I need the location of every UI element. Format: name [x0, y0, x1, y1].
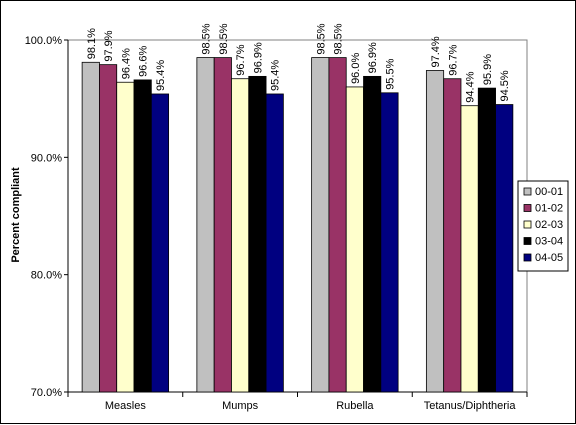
y-axis-label: Percent compliant — [10, 167, 22, 263]
bar — [150, 93, 170, 393]
legend-label: 01-02 — [535, 203, 563, 215]
data-label: 95.4% — [270, 60, 282, 91]
legend-swatch — [523, 253, 532, 262]
bar — [311, 57, 330, 393]
data-label: 96.9% — [367, 42, 379, 73]
data-label: 98.5% — [201, 23, 213, 54]
bar — [99, 64, 118, 393]
bar — [213, 57, 232, 393]
data-label: 98.5% — [315, 23, 327, 54]
data-label: 97.9% — [103, 30, 115, 61]
bar — [380, 92, 399, 393]
data-label: 96.9% — [252, 42, 264, 73]
x-tick-label: Rubella — [336, 400, 374, 412]
legend-swatch — [523, 187, 532, 196]
data-label: 98.1% — [86, 28, 98, 59]
y-tick-label: 90.0% — [31, 152, 62, 164]
data-label: 95.5% — [384, 58, 396, 89]
data-label: 95.4% — [155, 60, 167, 91]
bar — [133, 79, 152, 393]
legend-swatch — [523, 204, 532, 212]
legend-swatch — [523, 220, 532, 229]
legend-label: 03-04 — [535, 236, 563, 248]
data-label: 98.5% — [218, 23, 230, 54]
y-tick-label: 100.0% — [25, 35, 63, 47]
data-label: 96.4% — [120, 48, 132, 79]
bars — [81, 57, 514, 393]
bar — [248, 75, 267, 393]
x-tick-label: Mumps — [222, 400, 259, 412]
bar — [345, 86, 364, 393]
data-label: 95.9% — [482, 54, 494, 85]
bar — [328, 57, 347, 393]
bar — [231, 78, 250, 393]
bar — [425, 70, 445, 393]
legend-label: 02-03 — [535, 219, 563, 231]
bar — [477, 87, 496, 393]
data-label: 96.0% — [350, 53, 362, 84]
y-tick-label: 80.0% — [31, 270, 62, 282]
bar — [363, 75, 382, 393]
data-label: 94.4% — [465, 71, 477, 102]
bar — [460, 105, 479, 393]
legend-swatch — [523, 237, 532, 245]
data-labels: 98.1% 97.9% 96.4% 96.6% 95.4% 98.5% 98.5% 96.7%… — [86, 23, 511, 103]
bar — [265, 93, 284, 393]
x-axis: Measles Mumps Rubella Tetanus/Diphtheria — [67, 391, 528, 412]
legend: 00-01 01-02 02-03 03-04 04-05 — [517, 180, 569, 272]
data-label: 96.7% — [235, 44, 247, 75]
legend-label: 04-05 — [535, 252, 563, 264]
x-tick-label: Measles — [105, 400, 146, 412]
bar — [196, 57, 215, 393]
bar — [116, 81, 135, 393]
data-label: 98.5% — [333, 23, 345, 54]
legend-label: 00-01 — [535, 186, 563, 198]
y-tick-label: 70.0% — [31, 387, 62, 399]
bar — [443, 78, 462, 393]
x-tick-label: Tetanus/Diphtheria — [424, 400, 517, 412]
data-label: 97.4% — [430, 36, 442, 67]
data-label: 96.7% — [447, 44, 459, 75]
data-label: 94.5% — [499, 70, 511, 101]
bar — [495, 104, 514, 393]
bar — [81, 61, 100, 393]
data-label: 96.6% — [138, 45, 150, 76]
y-axis: 70.0% 80.0% 90.0% 100.0% — [25, 35, 69, 399]
